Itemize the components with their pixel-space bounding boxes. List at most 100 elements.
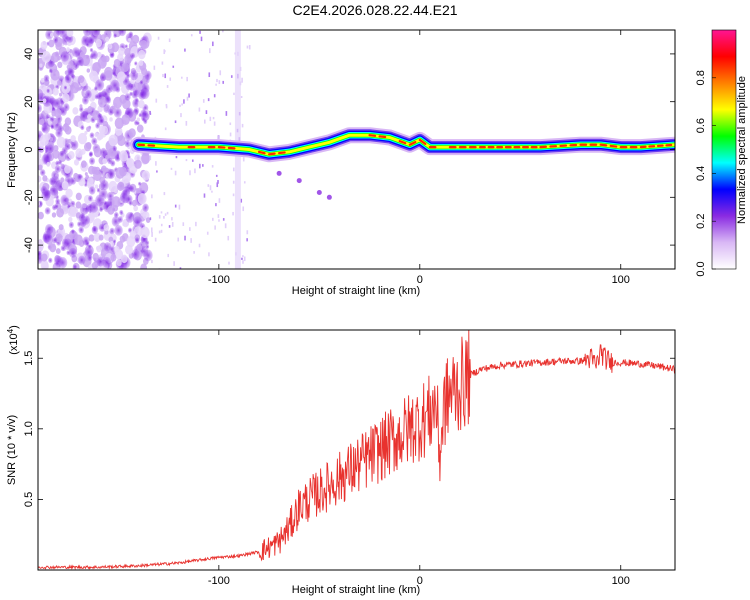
- spectrogram-noise-blob: [138, 100, 145, 109]
- snr-y-ticks: 0.5 1.0 1.5: [23, 351, 675, 507]
- spectrogram-speckle: [158, 230, 161, 234]
- spectrogram-noise-blob: [68, 216, 73, 223]
- spectrogram-noise-blob: [128, 37, 132, 42]
- spectrogram-noise-blob: [104, 105, 108, 111]
- spectrogram-speckle: [242, 157, 245, 162]
- spectrogram-speckle: [246, 230, 249, 235]
- spectrogram-noise-blob: [70, 177, 77, 185]
- spectrogram-noise-blob: [89, 201, 99, 213]
- spectrogram-speckle: [186, 96, 189, 101]
- spectrogram-noise-blob: [40, 41, 48, 50]
- spectrogram-speckle: [242, 206, 245, 212]
- spectrogram-speckle: [217, 180, 219, 184]
- spectrogram-noise-blob: [73, 159, 80, 166]
- spectrogram-noise-blob: [55, 248, 61, 255]
- spectrogram-speckle: [194, 168, 196, 174]
- spectrogram-speckle: [164, 127, 167, 131]
- spectrogram-speckle: [161, 61, 164, 65]
- spectrogram-speckle: [166, 211, 169, 215]
- spectrogram-speckle: [232, 211, 234, 216]
- spectrogram-noise-blob: [108, 134, 118, 147]
- spectrogram-noise-blob: [124, 178, 129, 184]
- spectrogram-noise-blob: [82, 203, 87, 209]
- spectrogram-ridge-peak: [257, 150, 266, 155]
- spectrogram-noise-blob: [69, 48, 73, 54]
- spectrogram-noise-blob: [64, 70, 69, 75]
- spectrogram-speckle: [248, 45, 251, 50]
- spectrogram-speckle: [232, 167, 235, 172]
- spectrogram-noise-blob: [112, 71, 116, 76]
- spectrogram-noise-blob: [96, 51, 102, 58]
- x-tick-label: 0: [417, 575, 423, 587]
- spectrogram-speckle: [200, 36, 203, 42]
- spectrogram-speckle: [163, 216, 165, 219]
- spectrogram-noise-blob: [70, 135, 76, 143]
- spectrogram-noise-blob: [116, 181, 125, 192]
- spectrogram-speckle: [232, 180, 235, 184]
- spectrogram-speckle: [154, 237, 157, 242]
- spectrogram-noise-blob: [80, 148, 86, 155]
- spectrogram-speckle: [214, 225, 216, 230]
- spectrogram-speckle: [217, 135, 219, 141]
- spectrogram-noise-blob: [133, 205, 139, 212]
- spectrogram-noise-blob: [87, 244, 92, 249]
- spectrogram-noise-blob: [68, 221, 74, 229]
- spectrogram-speckle: [213, 94, 216, 98]
- spectrogram-noise-blob: [38, 103, 42, 113]
- spectrogram-speckle: [191, 159, 194, 162]
- spectrogram-speckle: [233, 92, 235, 96]
- spectrogram-noise-blob: [92, 252, 99, 261]
- spectrogram-speckle: [232, 193, 235, 197]
- spectrogram-noise-blob: [42, 98, 47, 104]
- spectrogram-noise-blob: [124, 93, 131, 101]
- spectrogram-noise-blob: [56, 136, 66, 148]
- spectrogram-noise-blob: [88, 36, 95, 44]
- spectrogram-noise-blob: [79, 106, 84, 113]
- spectrogram-noise-blob: [71, 229, 75, 235]
- spectrogram-trail-blob: [296, 178, 302, 184]
- y-tick-label: 1.5: [23, 351, 35, 366]
- spectrogram-noise-blob: [38, 211, 44, 220]
- spectrogram-y-ticks: -40 -20 0 20 40: [23, 48, 675, 253]
- spectrogram-speckle: [215, 83, 217, 86]
- x-tick-label: 100: [612, 575, 630, 587]
- spectrogram-noise-blob: [145, 217, 151, 223]
- spectrogram-noise-blob: [97, 113, 102, 119]
- spectrogram-speckle: [185, 120, 188, 126]
- spectrogram-noise-blob: [93, 211, 99, 218]
- spectrogram-noise-blob: [60, 194, 70, 206]
- spectrogram-noise-blob: [84, 90, 92, 99]
- spectrogram-speckle: [151, 232, 153, 237]
- spectrogram-speckle: [241, 123, 244, 128]
- spectrogram-speckle: [182, 222, 185, 226]
- spectrogram-speckle: [190, 34, 193, 37]
- spectrogram-noise-blob: [58, 30, 68, 38]
- spectrogram-noise-blob: [93, 170, 102, 181]
- spectrogram-speckle: [209, 185, 212, 191]
- spectrogram-speckle: [219, 70, 222, 76]
- spectrogram-noise-blob: [138, 181, 142, 186]
- spectrogram-noise-blob: [127, 155, 131, 160]
- spectrogram-speckle: [211, 190, 213, 193]
- spectrogram-speckle: [149, 155, 152, 161]
- spectrogram-speckle: [193, 251, 195, 254]
- spectrogram-noise-blob: [69, 229, 77, 240]
- spectrogram-noise-blob: [117, 71, 126, 82]
- spectrogram-speckle: [202, 164, 204, 167]
- spectrogram-noise-blob: [134, 159, 142, 169]
- colorbar: 0.0 0.2 0.4 0.6 0.8 Normalized spectral ampl…: [695, 29, 748, 277]
- spectrogram-speckle: [215, 203, 217, 207]
- spectrogram-speckle: [212, 41, 214, 47]
- y-tick-label: -40: [23, 237, 35, 253]
- spectrogram-speckle: [155, 161, 157, 166]
- spectrogram-noise-blob: [87, 177, 94, 186]
- spectrogram-speckle: [163, 192, 166, 196]
- spectrogram-noise-blob: [40, 260, 49, 269]
- spectrogram-speckle: [169, 77, 172, 81]
- colorbar-tick-label: 0.4: [695, 166, 707, 181]
- spectrogram-noise-blob: [62, 93, 70, 103]
- spectrogram-noise-blob: [74, 62, 80, 69]
- spectrogram-speckle: [209, 48, 211, 54]
- colorbar-label: Normalized spectral amplitude: [736, 76, 748, 224]
- spectrogram-noise-blob: [133, 107, 140, 115]
